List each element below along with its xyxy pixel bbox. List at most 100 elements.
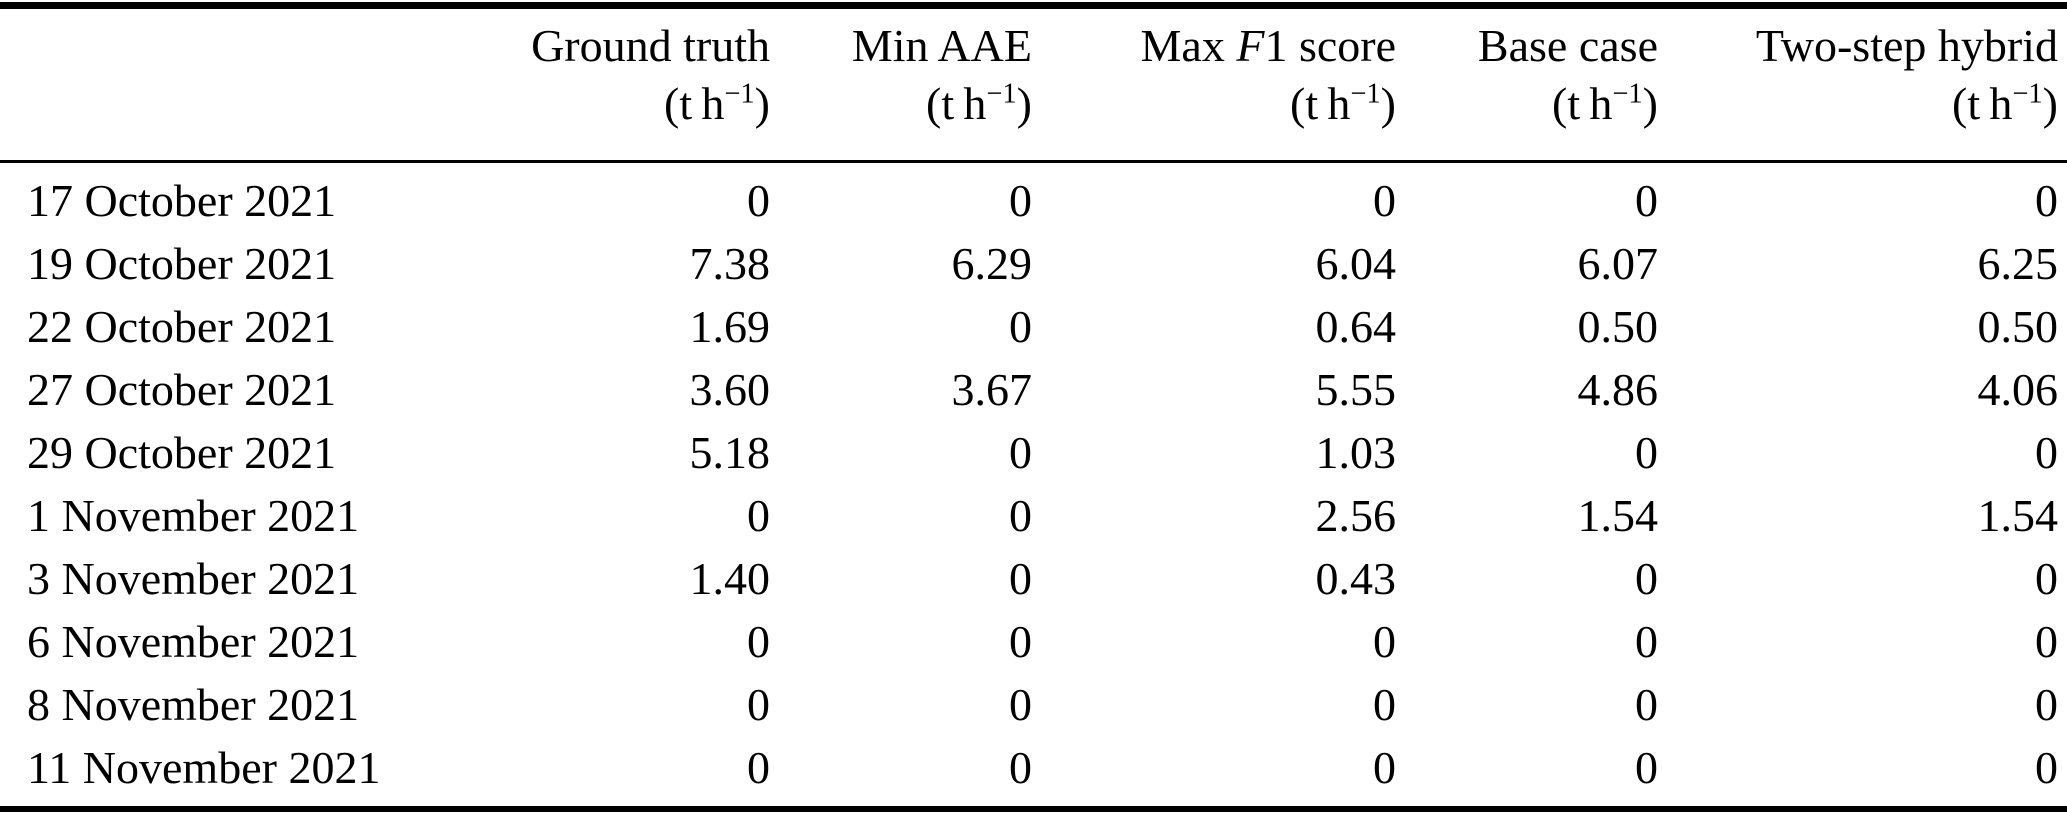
unit-exponent: −1 (2012, 78, 2043, 110)
cell-two-step-hybrid: 0.50 (1977, 301, 2059, 352)
cell-two-step-hybrid: 0 (2035, 616, 2058, 667)
column-label: Base case (1396, 17, 1658, 75)
unit-exponent: −1 (724, 78, 755, 110)
cell-min-aae: 6.29 (951, 238, 1033, 289)
cell-base-case: 0 (1635, 742, 1658, 793)
unit-open: (t h (1552, 78, 1613, 129)
table-row: 27 October 2021 3.60 3.67 5.55 4.86 4.06 (0, 358, 2067, 421)
column-label-text: Max (1140, 20, 1237, 71)
cell-base-case: 6.07 (1577, 238, 1659, 289)
cell-ground-truth: 0 (747, 742, 770, 793)
cell-min-aae: 0 (1009, 742, 1032, 793)
cell-min-aae: 0 (1009, 553, 1032, 604)
table-row: 1 November 2021 0 0 2.56 1.54 1.54 (0, 484, 2067, 547)
column-label-text: Min AAE (851, 20, 1032, 71)
cell-two-step-hybrid: 0 (2035, 553, 2058, 604)
cell-two-step-hybrid: 0 (2035, 679, 2058, 730)
column-label-text: 1 score (1264, 20, 1396, 71)
table-row: 3 November 2021 1.40 0 0.43 0 0 (0, 547, 2067, 610)
header-row: Ground truth (t h−1) Min AAE (t h−1) Max… (0, 6, 2067, 162)
cell-two-step-hybrid: 4.06 (1977, 364, 2059, 415)
cell-base-case: 0 (1635, 175, 1658, 226)
cell-base-case: 0 (1635, 427, 1658, 478)
unit-close: ) (1380, 78, 1396, 129)
cell-ground-truth: 0 (747, 679, 770, 730)
cell-two-step-hybrid: 0 (2035, 742, 2058, 793)
column-label: Two-step hybrid (1658, 17, 2058, 75)
column-label: Min AAE (770, 17, 1032, 75)
row-date: 17 October 2021 (27, 175, 337, 226)
cell-ground-truth: 1.69 (689, 301, 771, 352)
cell-two-step-hybrid: 1.54 (1977, 490, 2059, 541)
unit-close: ) (754, 78, 770, 129)
cell-max-f1-score: 0 (1373, 679, 1396, 730)
cell-ground-truth: 0 (747, 490, 770, 541)
cell-two-step-hybrid: 0 (2035, 175, 2058, 226)
cell-max-f1-score: 0.64 (1315, 301, 1397, 352)
table-row: 19 October 2021 7.38 6.29 6.04 6.07 6.25 (0, 232, 2067, 295)
row-date: 27 October 2021 (27, 364, 337, 415)
row-date: 3 November 2021 (27, 553, 360, 604)
unit-exponent: −1 (1350, 78, 1381, 110)
cell-max-f1-score: 0.43 (1315, 553, 1397, 604)
row-date: 8 November 2021 (27, 679, 360, 730)
table-body: 17 October 2021 0 0 0 0 0 19 October 202… (0, 162, 2067, 810)
table-row: 8 November 2021 0 0 0 0 0 (0, 673, 2067, 736)
cell-ground-truth: 0 (747, 616, 770, 667)
cell-base-case: 0 (1635, 679, 1658, 730)
column-label: Ground truth (420, 17, 770, 75)
column-unit: (t h−1) (1396, 75, 1658, 133)
table-row: 17 October 2021 0 0 0 0 0 (0, 162, 2067, 233)
unit-close: ) (1016, 78, 1032, 129)
cell-max-f1-score: 5.55 (1315, 364, 1397, 415)
column-unit: (t h−1) (420, 75, 770, 133)
cell-two-step-hybrid: 6.25 (1977, 238, 2059, 289)
row-date: 6 November 2021 (27, 616, 360, 667)
cell-ground-truth: 1.40 (689, 553, 771, 604)
header-base-case: Base case (t h−1) (1396, 6, 1658, 162)
cell-ground-truth: 7.38 (689, 238, 771, 289)
row-date: 29 October 2021 (27, 427, 337, 478)
header-max-f1-score: Max F1 score (t h−1) (1032, 6, 1397, 162)
unit-open: (t h (1290, 78, 1351, 129)
cell-base-case: 0 (1635, 553, 1658, 604)
table-row: 29 October 2021 5.18 0 1.03 0 0 (0, 421, 2067, 484)
unit-open: (t h (664, 78, 725, 129)
column-unit: (t h−1) (770, 75, 1032, 133)
cell-base-case: 0 (1635, 616, 1658, 667)
unit-close: ) (1642, 78, 1658, 129)
cell-min-aae: 0 (1009, 427, 1032, 478)
unit-exponent: −1 (986, 78, 1017, 110)
unit-open: (t h (1952, 78, 2013, 129)
cell-max-f1-score: 0 (1373, 742, 1396, 793)
row-date: 19 October 2021 (27, 238, 337, 289)
cell-ground-truth: 3.60 (689, 364, 771, 415)
table-row: 11 November 2021 0 0 0 0 0 (0, 736, 2067, 809)
cell-max-f1-score: 1.03 (1315, 427, 1397, 478)
cell-base-case: 1.54 (1577, 490, 1659, 541)
cell-base-case: 0.50 (1577, 301, 1659, 352)
row-date: 1 November 2021 (27, 490, 360, 541)
cell-max-f1-score: 0 (1373, 616, 1396, 667)
unit-exponent: −1 (1612, 78, 1643, 110)
column-label-text: Two-step hybrid (1755, 20, 2058, 71)
cell-base-case: 4.86 (1577, 364, 1659, 415)
header-two-step-hybrid: Two-step hybrid (t h−1) (1658, 6, 2067, 162)
column-label-text: Ground truth (531, 20, 770, 71)
cell-max-f1-score: 0 (1373, 175, 1396, 226)
cell-ground-truth: 0 (747, 175, 770, 226)
cell-min-aae: 0 (1009, 490, 1032, 541)
cell-min-aae: 0 (1009, 175, 1032, 226)
cell-max-f1-score: 2.56 (1315, 490, 1397, 541)
column-unit: (t h−1) (1658, 75, 2058, 133)
cell-min-aae: 0 (1009, 616, 1032, 667)
column-label-text: Base case (1477, 20, 1658, 71)
header-date (0, 6, 420, 162)
unit-open: (t h (926, 78, 987, 129)
row-date: 22 October 2021 (27, 301, 337, 352)
cell-min-aae: 3.67 (951, 364, 1033, 415)
cell-min-aae: 0 (1009, 301, 1032, 352)
column-label: Max F1 score (1032, 17, 1397, 75)
unit-close: ) (2042, 78, 2058, 129)
